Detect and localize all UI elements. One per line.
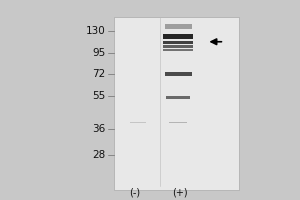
Text: (-): (-): [130, 187, 141, 197]
FancyBboxPatch shape: [130, 122, 146, 123]
FancyBboxPatch shape: [166, 96, 190, 99]
FancyBboxPatch shape: [164, 49, 193, 51]
Text: (+): (+): [172, 187, 188, 197]
FancyBboxPatch shape: [164, 45, 193, 48]
FancyBboxPatch shape: [165, 24, 192, 29]
FancyBboxPatch shape: [114, 17, 239, 190]
Text: 72: 72: [92, 69, 105, 79]
Text: 36: 36: [92, 124, 105, 134]
FancyBboxPatch shape: [165, 72, 192, 76]
FancyBboxPatch shape: [164, 34, 193, 39]
Text: 55: 55: [92, 91, 105, 101]
Text: 28: 28: [92, 150, 105, 160]
Text: 95: 95: [92, 48, 105, 58]
FancyBboxPatch shape: [164, 41, 193, 44]
Text: 130: 130: [86, 26, 105, 36]
FancyBboxPatch shape: [169, 122, 187, 123]
